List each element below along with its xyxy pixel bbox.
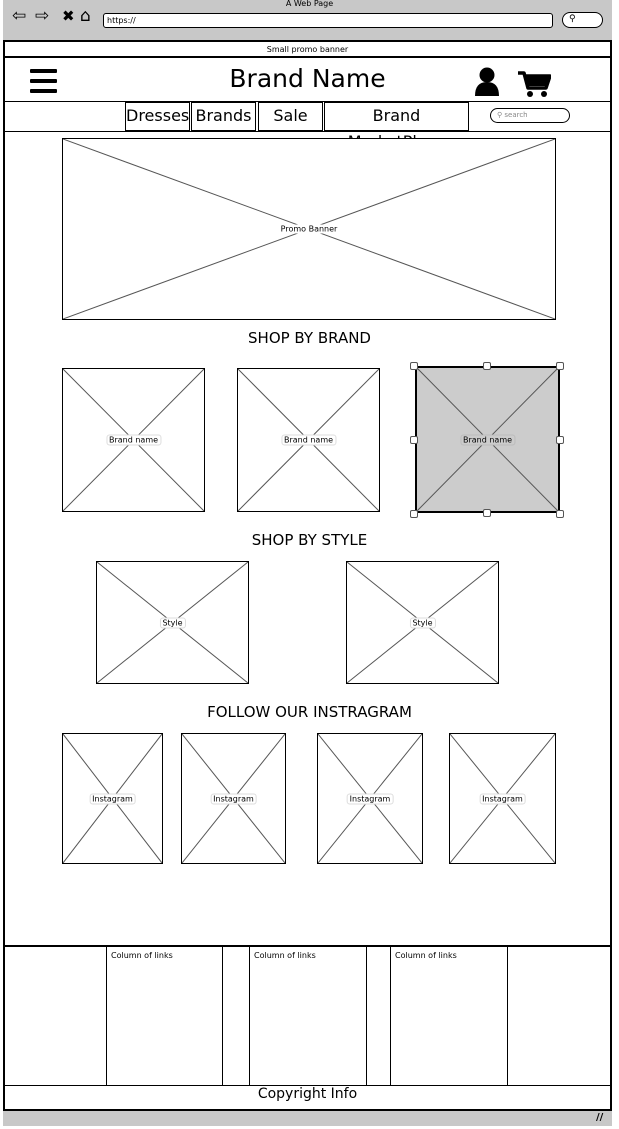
resize-handle[interactable] [410, 510, 418, 518]
style-card-label: Style [409, 617, 436, 628]
brand-card[interactable]: Brand name [237, 368, 380, 512]
promo-banner-label: Promo Banner [278, 224, 340, 234]
instagram-card[interactable]: Instagram [181, 733, 286, 864]
resize-handle[interactable] [556, 510, 564, 518]
instagram-heading: FOLLOW OUR INSTRAGRAM [207, 703, 412, 721]
cart-icon[interactable] [517, 70, 551, 98]
menu-icon[interactable] [30, 69, 57, 93]
brand-card-label: Brand name [459, 434, 516, 445]
style-card-label: Style [159, 617, 186, 628]
search-input[interactable]: ⚲ search [490, 108, 570, 123]
url-field[interactable]: https:// [103, 13, 553, 28]
footer-column[interactable]: Column of links [106, 946, 223, 1086]
instagram-card-label: Instagram [210, 793, 257, 804]
instagram-card-label: Instagram [89, 793, 136, 804]
promo-strip: Small promo banner [3, 42, 612, 58]
tab-sale[interactable]: Sale [258, 102, 323, 131]
resize-handle[interactable] [410, 362, 418, 370]
home-icon[interactable]: ⌂ [80, 6, 91, 26]
footer-column-label: Column of links [254, 951, 316, 960]
instagram-card-label: Instagram [479, 793, 526, 804]
tab-brands[interactable]: Brands [191, 102, 256, 131]
instagram-card[interactable]: Instagram [317, 733, 423, 864]
footer-spacer [222, 946, 250, 1086]
style-card[interactable]: Style [96, 561, 249, 684]
window-title: A Web Page [285, 0, 334, 8]
footer-column-label: Column of links [395, 951, 457, 960]
close-icon[interactable]: ✖ [62, 7, 75, 25]
nav-bar [3, 101, 612, 132]
brand-card-label: Brand name [280, 434, 337, 446]
resize-handle[interactable] [410, 436, 418, 444]
brand-name: Brand Name [229, 64, 386, 93]
resize-handle[interactable] [556, 362, 564, 370]
url-search-button[interactable]: ⚲ [562, 12, 603, 28]
instagram-card[interactable]: Instagram [449, 733, 556, 864]
resize-grip-icon[interactable]: // [596, 1112, 604, 1123]
footer-column[interactable]: Column of links [390, 946, 508, 1086]
footer-column[interactable]: Column of links [249, 946, 367, 1086]
status-bar [3, 1109, 612, 1126]
footer-spacer [3, 946, 107, 1086]
tab-dresses[interactable]: Dresses [125, 102, 190, 131]
brand-card[interactable]: Brand name [62, 368, 205, 512]
shop-by-brand-heading: SHOP BY BRAND [248, 329, 371, 347]
instagram-card-label: Instagram [346, 793, 394, 804]
resize-handle[interactable] [483, 509, 491, 517]
forward-icon[interactable]: ⇨ [35, 6, 50, 26]
search-placeholder: search [504, 111, 528, 119]
user-icon[interactable] [474, 67, 500, 97]
search-icon: ⚲ [497, 111, 505, 119]
copyright-info: Copyright Info [257, 1086, 358, 1102]
back-icon[interactable]: ⇦ [12, 6, 27, 26]
footer-spacer [507, 946, 612, 1086]
promo-banner-image[interactable]: Promo Banner [62, 138, 556, 320]
footer-column-label: Column of links [111, 951, 173, 960]
shop-by-style-heading: SHOP BY STYLE [251, 531, 368, 549]
instagram-card[interactable]: Instagram [62, 733, 163, 864]
search-icon: ⚲ [569, 14, 576, 24]
style-card[interactable]: Style [346, 561, 499, 684]
tab-brand-marketplace[interactable]: Brand MarketPlace [324, 102, 469, 151]
footer-spacer [366, 946, 391, 1086]
resize-handle[interactable] [483, 362, 491, 370]
brand-card-label: Brand name [105, 434, 162, 446]
resize-handle[interactable] [556, 436, 564, 444]
brand-card-selected[interactable]: Brand name [415, 366, 560, 513]
